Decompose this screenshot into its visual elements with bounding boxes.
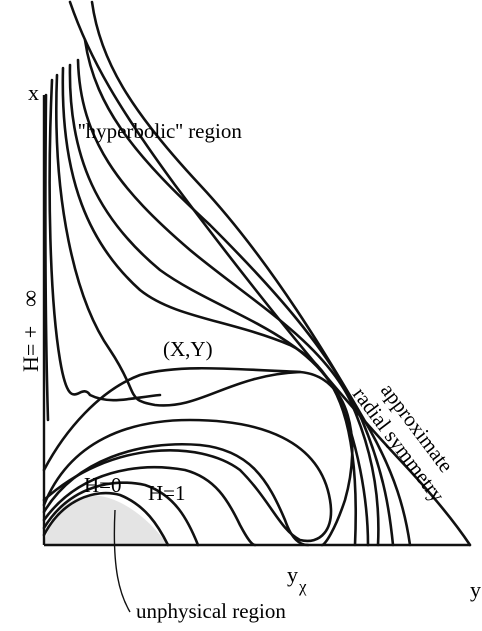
- y-axis-label: y: [470, 577, 481, 602]
- flow-line: [68, 63, 370, 547]
- radial-symmetry-line: [68, 0, 472, 547]
- flow-line: [90, 0, 412, 547]
- hyperbolic-region-label: ''hyperbolic'' region: [78, 119, 242, 143]
- flow-loop: [42, 466, 257, 547]
- x-axis-label: x: [28, 80, 39, 105]
- flow-line: [83, 38, 395, 547]
- h1-label: H=1: [148, 481, 186, 505]
- fixed-point-label: (X,Y): [163, 337, 213, 361]
- unphysical-pointer: [113, 509, 131, 613]
- flow-line: [44, 93, 50, 422]
- y-chi-label: y: [287, 562, 298, 587]
- flow-line: [76, 58, 380, 547]
- flow-loop: [42, 491, 170, 547]
- flow-loop: [42, 481, 200, 547]
- flow-line: [48, 78, 162, 402]
- unphysical-region-label: unphysical region: [136, 599, 286, 623]
- infinity-symbol: ∞: [18, 290, 44, 307]
- h-infinity-label: H= + ∞: [18, 290, 44, 372]
- separatrix-lower: [42, 366, 354, 547]
- flow-loop: [42, 418, 333, 543]
- separatrix-upper: [55, 73, 302, 407]
- h0-label: H=0: [84, 473, 122, 497]
- flow-loop: [42, 443, 310, 547]
- y-chi-subscript: χ: [298, 577, 307, 596]
- unphysical-region-shade: [44, 495, 168, 545]
- flow-line: [61, 66, 357, 547]
- h-infinity-prefix: H= +: [18, 326, 43, 372]
